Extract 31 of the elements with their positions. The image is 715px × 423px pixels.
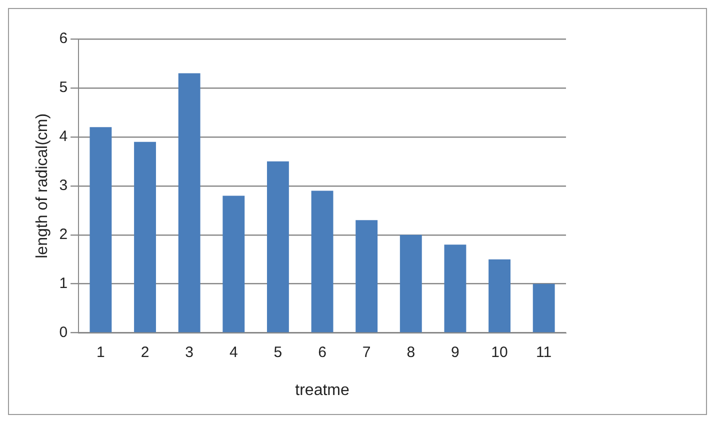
bar [134,142,156,332]
x-tick-label: 1 [96,344,105,361]
bar [90,127,112,332]
y-tick-label: 6 [59,30,68,48]
x-tick-label: 10 [491,344,508,361]
bar [444,244,466,332]
x-tick-label: 8 [406,344,416,361]
bar [311,190,334,332]
bar [400,234,422,332]
x-tick-label: 2 [140,344,150,361]
x-tick-label: 4 [229,344,238,361]
x-axis-title: treatme [295,382,350,399]
y-tick-label: 3 [59,177,68,194]
bar [532,284,555,332]
y-tick-label: 4 [59,128,68,146]
bar [488,259,510,332]
x-tick-label: 11 [536,344,552,361]
y-tick-label: 2 [59,226,68,244]
y-tick-label: 1 [59,274,68,292]
bar [222,196,245,332]
bar [266,161,289,332]
y-axis-title: length of radical(cm) [34,113,52,258]
y-tick-label: 5 [59,79,68,96]
x-tick-label: 7 [362,344,371,361]
x-tick-label: 5 [274,344,282,361]
x-tick-label: 9 [451,344,460,361]
bar [356,220,378,332]
x-tick-label: 3 [185,344,194,361]
y-tick-label: 0 [59,324,68,341]
bar [178,73,200,332]
x-tick-label: 6 [318,344,326,361]
